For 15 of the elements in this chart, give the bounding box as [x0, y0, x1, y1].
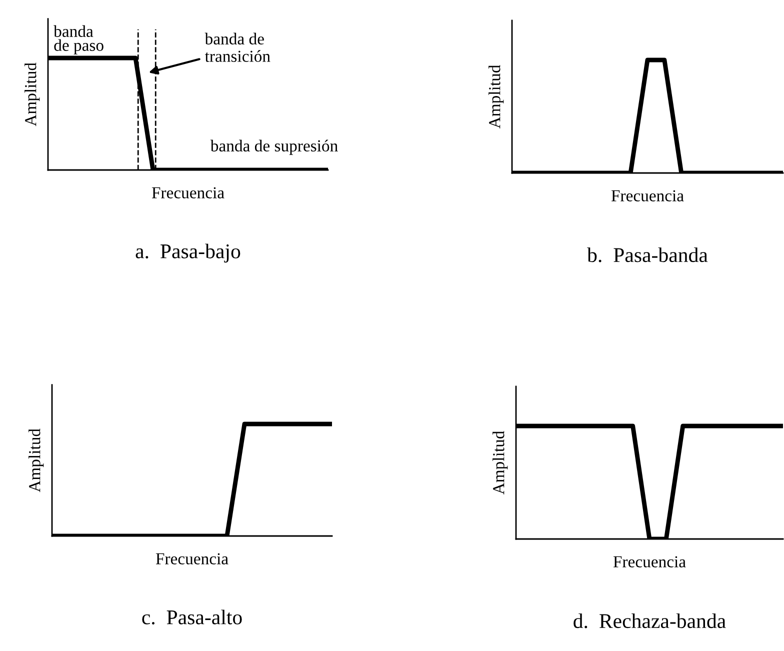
- text: d. Rechaza-banda: [574, 613, 726, 628]
- y-axis-title: Amplitud: [488, 64, 504, 129]
- x-axis-title: Frecuencia: [613, 556, 686, 568]
- text: a. Pasa-bajo: [136, 244, 240, 263]
- text: c. Pasa-alto: [142, 610, 242, 624]
- annotation: banda de supresión: [210, 140, 338, 155]
- annotation: banda de transición: [204, 32, 270, 62]
- y-axis-title: Amplitud: [24, 62, 40, 126]
- y-axis-title: Amplitud: [28, 428, 44, 492]
- text: b. Pasa-banda: [587, 247, 708, 262]
- x-axis-title: Frecuencia: [156, 553, 228, 564]
- x-axis-title: Frecuencia: [611, 190, 684, 202]
- x-axis-title: Frecuencia: [152, 187, 224, 198]
- text: banda de paso: [54, 25, 104, 54]
- y-axis-title: Amplitud: [492, 430, 508, 495]
